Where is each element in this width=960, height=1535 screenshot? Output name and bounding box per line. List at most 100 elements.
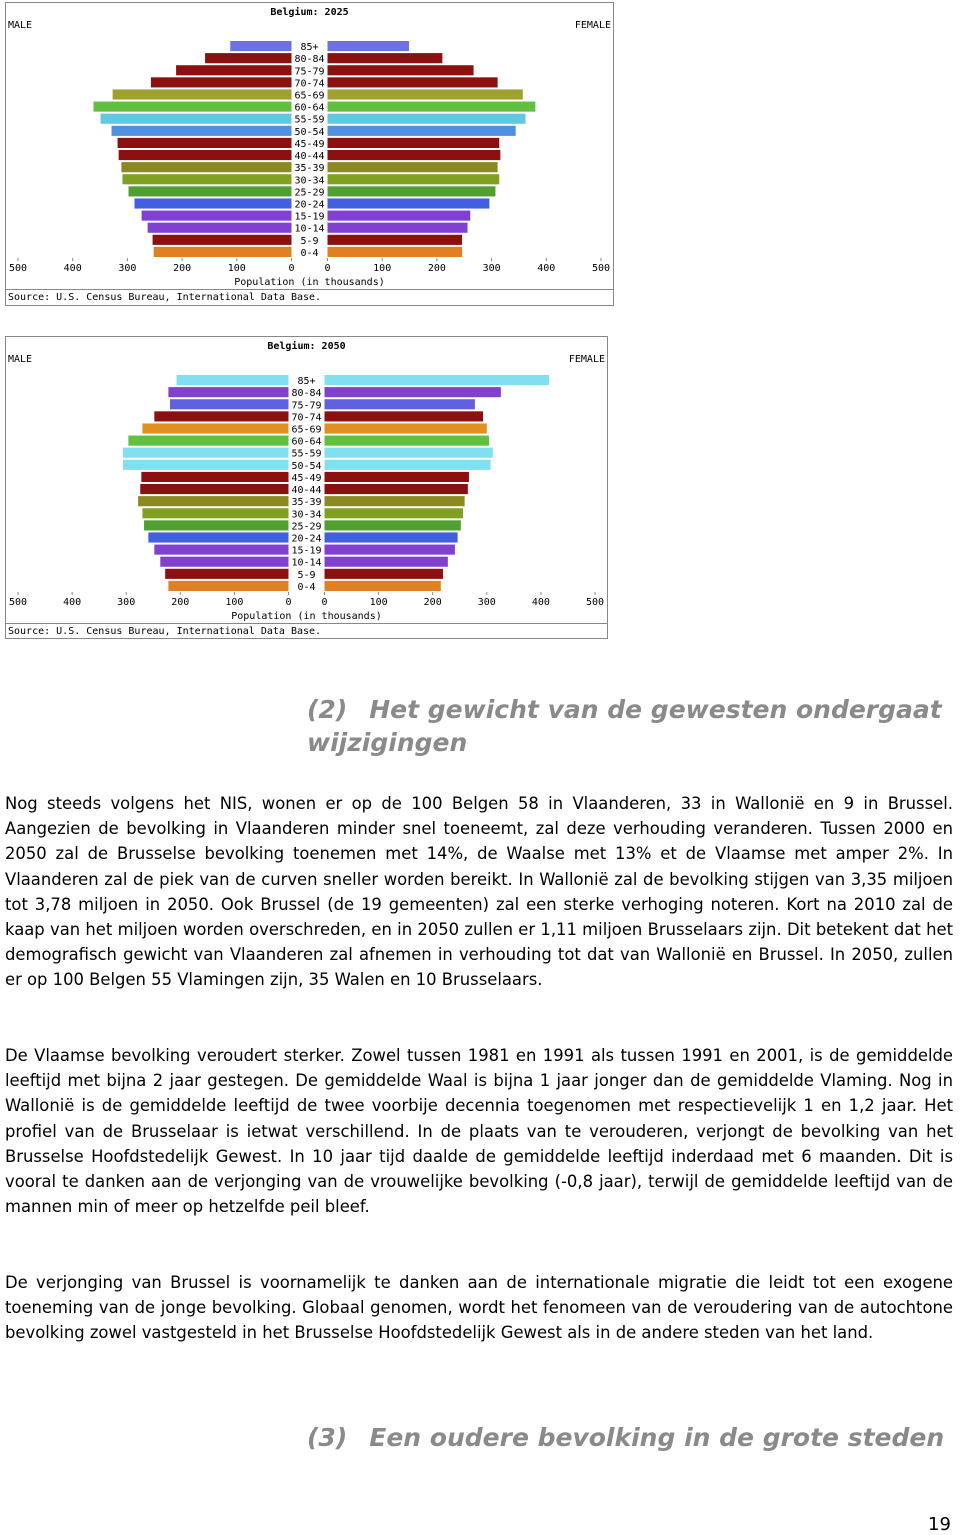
legend-female: FEMALE: [575, 20, 611, 31]
x-tick-label: 400: [532, 597, 550, 608]
bar-male: [170, 399, 289, 410]
bar-male: [117, 137, 292, 148]
bar-male: [176, 65, 292, 76]
x-tick-label: 400: [64, 263, 82, 274]
bar-female: [327, 174, 500, 185]
x-tick-label: 300: [478, 597, 496, 608]
age-label: 5-9: [297, 570, 315, 581]
age-label: 70-74: [291, 412, 321, 423]
age-label: 35-39: [291, 497, 321, 508]
bar-female: [327, 137, 500, 148]
age-label: 50-54: [291, 461, 321, 472]
section-number: (2): [307, 695, 348, 724]
paragraph: De verjonging van Brussel is voornamelij…: [5, 1273, 953, 1343]
x-axis-label: Population (in thousands): [231, 611, 382, 622]
bar-male: [93, 101, 292, 112]
x-tick-label: 200: [424, 597, 442, 608]
age-label: 40-44: [291, 485, 321, 496]
x-tick-label: 500: [586, 597, 604, 608]
bar-male: [121, 162, 292, 173]
bar-male: [111, 125, 292, 136]
bar-male: [147, 222, 292, 233]
section-heading: (2) Het gewicht van de gewesten ondergaat…: [307, 693, 957, 759]
bar-female: [327, 162, 498, 173]
age-label: 65-69: [291, 425, 321, 436]
chart-title: Belgium: 2025: [270, 6, 348, 18]
bar-male: [176, 375, 289, 386]
bar-female: [324, 568, 443, 579]
age-label: 0-4: [297, 582, 315, 593]
bar-female: [324, 471, 469, 482]
bar-male: [141, 210, 292, 221]
age-label: 85+: [297, 376, 315, 387]
bar-male: [168, 580, 289, 591]
age-label: 70-74: [294, 78, 324, 89]
age-label: 25-29: [291, 521, 321, 532]
bar-male: [165, 568, 289, 579]
x-tick-label: 300: [117, 597, 135, 608]
age-label: 55-59: [291, 449, 321, 460]
bar-female: [324, 496, 465, 507]
x-tick-label: 200: [428, 263, 446, 274]
age-label: 85+: [300, 42, 318, 53]
x-tick-label: 400: [537, 263, 555, 274]
bar-female: [327, 53, 443, 64]
x-tick-label: 300: [483, 263, 501, 274]
page-number: 19: [928, 1514, 951, 1535]
age-label: 20-24: [294, 200, 324, 211]
age-label: 30-34: [294, 175, 324, 186]
x-tick-label: 100: [225, 597, 243, 608]
bar-female: [327, 101, 536, 112]
bar-female: [324, 459, 491, 470]
age-label: 60-64: [294, 103, 324, 114]
bar-female: [327, 125, 516, 136]
age-label: 30-34: [291, 509, 321, 520]
bar-female: [324, 399, 475, 410]
age-label: 80-84: [291, 388, 321, 399]
bar-male: [128, 435, 289, 446]
bar-female: [327, 113, 526, 124]
section-title: Het gewicht van de gewesten ondergaat wi…: [307, 695, 942, 757]
bar-male: [134, 198, 292, 209]
age-label: 15-19: [291, 546, 321, 557]
x-tick-label: 0: [321, 597, 327, 608]
bar-female: [324, 435, 489, 446]
bar-female: [327, 234, 463, 245]
x-tick-label: 200: [171, 597, 189, 608]
bar-male: [118, 150, 292, 161]
bar-female: [327, 210, 471, 221]
bar-female: [324, 484, 468, 495]
x-tick-label: 500: [592, 263, 610, 274]
x-tick-label: 0: [324, 263, 330, 274]
legend-female: FEMALE: [569, 354, 605, 365]
x-tick-label: 100: [373, 263, 391, 274]
x-tick-label: 0: [288, 263, 294, 274]
bar-male: [148, 532, 289, 543]
bar-female: [327, 150, 501, 161]
legend-male: MALE: [8, 354, 32, 365]
age-label: 45-49: [294, 139, 324, 150]
bar-male: [160, 556, 289, 567]
age-label: 60-64: [291, 437, 321, 448]
x-tick-label: 100: [370, 597, 388, 608]
bar-male: [128, 186, 292, 197]
bar-male: [153, 246, 292, 257]
bar-female: [324, 520, 461, 531]
legend-male: MALE: [8, 20, 32, 31]
age-label: 10-14: [291, 558, 321, 569]
section-title: Een oudere bevolking in de grote steden: [369, 1423, 945, 1452]
bar-female: [324, 411, 484, 422]
age-label: 15-19: [294, 212, 324, 223]
age-label: 10-14: [294, 224, 324, 235]
bar-male: [141, 471, 289, 482]
bar-male: [154, 411, 289, 422]
bar-female: [324, 544, 455, 555]
bar-female: [327, 77, 498, 88]
bar-male: [152, 234, 292, 245]
bar-female: [327, 186, 496, 197]
chart-border: [5, 336, 608, 639]
bar-female: [324, 508, 463, 519]
bar-male: [154, 544, 289, 555]
bar-male: [168, 387, 289, 398]
